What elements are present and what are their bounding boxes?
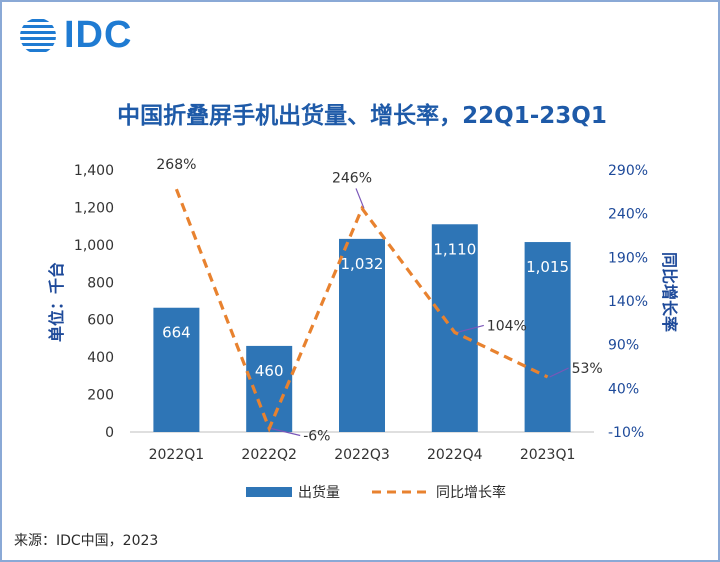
legend-line-swatch <box>372 490 428 494</box>
growth-rate-label: 104% <box>487 318 527 334</box>
growth-rate-label: 53% <box>572 361 603 377</box>
x-tick-label: 2022Q2 <box>241 447 297 463</box>
legend-label-shipments: 出货量 <box>298 485 340 501</box>
y2-tick-label: 190% <box>608 250 648 266</box>
legend-item-shipments: 出货量 <box>246 482 340 502</box>
x-axis-labels: 2022Q1 2022Q2 2022Q3 2022Q4 2023Q1 <box>149 447 576 463</box>
bar-value-label: 460 <box>255 362 284 380</box>
callout-lines <box>271 188 569 437</box>
growth-rate-line <box>174 188 549 433</box>
y-tick-label: 400 <box>87 350 114 366</box>
bar-value-label: 1,015 <box>526 258 569 276</box>
bar <box>339 238 385 432</box>
growth-rate-label: 246% <box>332 170 372 186</box>
y-tick-label: 600 <box>87 313 114 329</box>
callout-line <box>271 427 301 437</box>
legend: 出货量 同比增长率 <box>246 482 536 502</box>
growth-rate-label: -6% <box>303 429 330 445</box>
y-axis-title: 单位：千台 <box>47 262 66 342</box>
legend-label-growth: 同比增长率 <box>436 485 506 501</box>
legend-bar-swatch <box>246 487 292 497</box>
x-tick-label: 2022Q4 <box>427 447 483 463</box>
x-tick-label: 2022Q3 <box>334 447 390 463</box>
logo-text: IDC <box>64 14 133 56</box>
growth-rate-labels: 268% -6% 246% 104% 53% <box>156 157 602 444</box>
chart-title: 中国折叠屏手机出货量、增长率，22Q1-23Q1 <box>117 103 607 129</box>
y-tick-label: 800 <box>87 275 114 291</box>
x-tick-label: 2022Q1 <box>149 447 205 463</box>
x-tick-label: 2023Q1 <box>520 447 576 463</box>
callout-line <box>456 324 484 334</box>
callout-line <box>549 367 569 378</box>
bar-value-label: 1,110 <box>433 240 476 258</box>
chart-plot: 0 200 400 600 800 1,000 1,200 1,400 -10% 40% 90% 1… <box>47 157 679 463</box>
y2-tick-label: 40% <box>608 381 639 397</box>
idc-logo: IDC <box>18 14 132 57</box>
y-axis-ticks: 0 200 400 600 800 1,000 1,200 1,400 <box>74 163 114 441</box>
growth-rate-label: 268% <box>156 157 196 173</box>
y2-tick-label: 140% <box>608 294 648 310</box>
y-tick-label: 1,200 <box>74 200 114 216</box>
y-tick-label: 1,000 <box>74 238 114 254</box>
y-tick-label: 200 <box>87 388 114 404</box>
bar-value-labels: 664 460 1,032 1,110 1,015 <box>162 240 569 380</box>
y2-tick-label: 90% <box>608 338 639 354</box>
source-note: 来源：IDC中国，2023 <box>14 533 159 549</box>
y2-tick-label: 240% <box>608 207 648 223</box>
legend-item-growth: 同比增长率 <box>370 482 506 502</box>
idc-globe-icon <box>20 18 56 52</box>
callout-line <box>355 188 365 209</box>
y2-tick-label: 290% <box>608 163 648 179</box>
bar-value-label: 664 <box>162 324 191 342</box>
bar-value-label: 1,032 <box>341 255 384 273</box>
bar <box>153 307 200 432</box>
y-tick-label: 0 <box>105 425 114 441</box>
bar <box>431 224 478 432</box>
y2-axis-ticks: -10% 40% 90% 140% 190% 240% 290% <box>608 163 648 441</box>
y2-axis-title: 同比增长率 <box>660 252 679 332</box>
bar <box>524 242 571 432</box>
y2-tick-label: -10% <box>608 425 644 441</box>
y-tick-label: 1,400 <box>74 163 114 179</box>
